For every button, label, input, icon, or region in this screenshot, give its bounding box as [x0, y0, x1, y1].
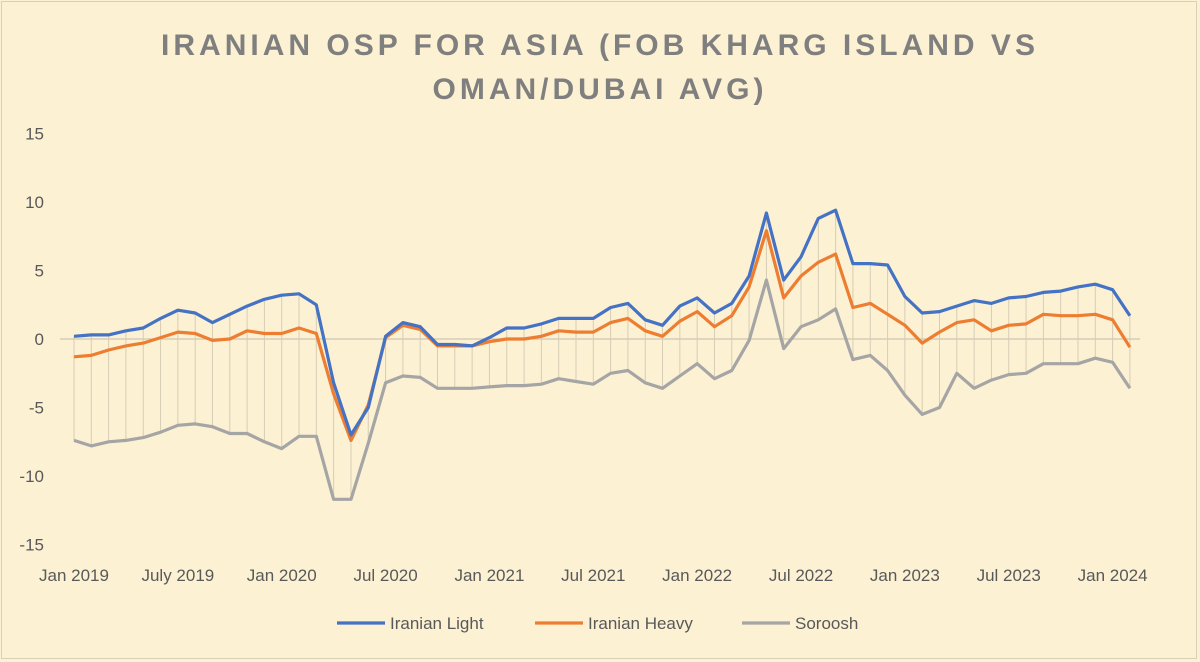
x-tick-label: July 2019 — [141, 566, 214, 585]
x-tick-label: Jan 2021 — [454, 566, 524, 585]
chart-title-line1: IRANIAN OSP FOR ASIA (FOB KHARG ISLAND V… — [161, 29, 1039, 62]
y-tick-label: -15 — [19, 536, 44, 555]
x-tick-label: Jan 2020 — [247, 566, 317, 585]
y-tick-label: -5 — [29, 399, 44, 418]
x-tick-label: Jan 2023 — [870, 566, 940, 585]
y-tick-label: 15 — [25, 125, 44, 144]
series-line-iranian-light — [73, 208, 1132, 437]
y-tick-label: -10 — [19, 467, 44, 486]
x-tick-label: Jul 2021 — [561, 566, 625, 585]
x-tick-label: Jan 2019 — [39, 566, 109, 585]
legend-label: Soroosh — [795, 614, 858, 633]
legend-label: Iranian Heavy — [588, 614, 693, 633]
series-line-iranian-heavy — [73, 229, 1132, 442]
x-tick-label: Jul 2022 — [769, 566, 833, 585]
y-tick-label: 5 — [35, 262, 44, 281]
chart-title: IRANIAN OSP FOR ASIA (FOB KHARG ISLAND V… — [0, 24, 1200, 112]
x-tick-label: Jul 2023 — [977, 566, 1041, 585]
y-tick-label: 10 — [25, 193, 44, 212]
chart-title-line2: OMAN/DUBAI AVG) — [432, 73, 768, 106]
x-tick-label: Jul 2020 — [353, 566, 417, 585]
y-tick-label: 0 — [35, 330, 44, 349]
x-tick-label: Jan 2024 — [1078, 566, 1148, 585]
series-line-soroosh — [73, 278, 1132, 501]
legend-label: Iranian Light — [390, 614, 484, 633]
x-tick-label: Jan 2022 — [662, 566, 732, 585]
